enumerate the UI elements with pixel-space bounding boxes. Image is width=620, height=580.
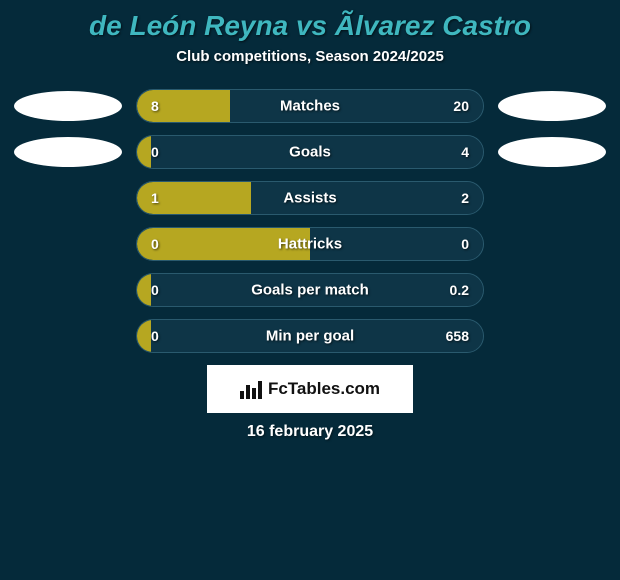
stat-bar: Goals per match0 0.2 — [136, 273, 484, 307]
spacer — [498, 321, 606, 351]
player-left-oval — [14, 91, 122, 121]
stat-bar: Min per goal0 658 — [136, 319, 484, 353]
page-subtitle: Club competitions, Season 2024/2025 — [0, 48, 620, 85]
stat-bar: Hattricks0 0 — [136, 227, 484, 261]
bars-icon — [240, 379, 262, 399]
spacer — [498, 229, 606, 259]
spacer — [14, 321, 122, 351]
stat-value-right: 20 — [453, 98, 469, 114]
logo-text: FcTables.com — [268, 379, 380, 399]
stat-value-left: 0 — [151, 328, 159, 344]
page-title: de León Reyna vs Ãlvarez Castro — [0, 0, 620, 48]
stat-label: Assists — [137, 190, 483, 207]
stat-value-left: 8 — [151, 98, 159, 114]
stat-bar: Assists1 2 — [136, 181, 484, 215]
spacer — [14, 183, 122, 213]
spacer — [498, 275, 606, 305]
stat-row: Hattricks0 0 — [0, 227, 620, 261]
stat-label: Min per goal — [137, 328, 483, 345]
stats-bars: Matches820Goals04Assists12Hattricks00Goa… — [0, 85, 620, 353]
stat-row: Goals0 4 — [0, 135, 620, 169]
stat-value-left: 0 — [151, 236, 159, 252]
stat-row: Assists1 2 — [0, 181, 620, 215]
player-left-oval — [14, 137, 122, 167]
stat-bar: Matches8 20 — [136, 89, 484, 123]
stat-row: Goals per match0 0.2 — [0, 273, 620, 307]
stat-bar: Goals0 4 — [136, 135, 484, 169]
stat-value-left: 1 — [151, 190, 159, 206]
stat-value-right: 0.2 — [450, 282, 469, 298]
stat-row: Min per goal0 658 — [0, 319, 620, 353]
stat-label: Goals — [137, 144, 483, 161]
stat-value-right: 658 — [446, 328, 469, 344]
comparison-infographic: de León Reyna vs Ãlvarez Castro Club com… — [0, 0, 620, 580]
date-label: 16 february 2025 — [0, 423, 620, 441]
stat-row: Matches8 20 — [0, 89, 620, 123]
stat-value-left: 0 — [151, 282, 159, 298]
stat-label: Goals per match — [137, 282, 483, 299]
spacer — [498, 183, 606, 213]
fctables-logo: FcTables.com — [207, 365, 413, 413]
stat-value-right: 4 — [461, 144, 469, 160]
stat-label: Matches — [137, 98, 483, 115]
stat-value-left: 0 — [151, 144, 159, 160]
stat-value-right: 2 — [461, 190, 469, 206]
spacer — [14, 275, 122, 305]
player-right-oval — [498, 137, 606, 167]
stat-label: Hattricks — [137, 236, 483, 253]
stat-value-right: 0 — [461, 236, 469, 252]
spacer — [14, 229, 122, 259]
player-right-oval — [498, 91, 606, 121]
